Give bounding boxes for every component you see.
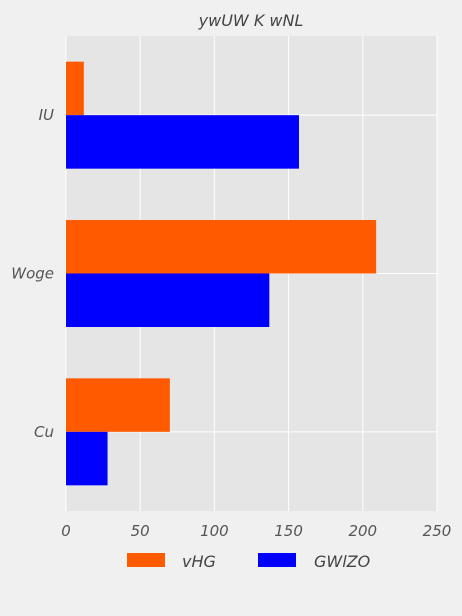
x-tick-label: 250 (423, 522, 452, 540)
y-tick-label: Cu (34, 423, 54, 441)
x-tick-label: 150 (274, 522, 303, 540)
y-tick-labels: IU Woge Cu (11, 106, 54, 441)
bar-GWlZO-Woge (66, 273, 270, 327)
x-tick-label: 0 (61, 522, 71, 540)
bar-GWlZO-Cu (66, 431, 108, 486)
bar-vHG-IU (66, 61, 84, 116)
legend-label-vHG: vHG (182, 552, 216, 571)
legend-swatch-GWlZO (258, 553, 296, 567)
bar-vHG-Cu (66, 378, 170, 432)
bar-GWlZO-IU (66, 115, 299, 169)
x-tick-label: 200 (348, 522, 377, 540)
legend: vHG GWlZO (127, 552, 370, 571)
bar-vHG-Woge (66, 220, 377, 274)
y-tick-label: Woge (11, 265, 54, 283)
bars-group (66, 61, 377, 486)
x-tick-label: 50 (131, 522, 150, 540)
legend-label-GWlZO: GWlZO (314, 552, 370, 571)
chart-title: ywUW K wNL (198, 11, 304, 30)
x-tick-label: 100 (200, 522, 229, 540)
x-tick-labels: 0 50 100 150 200 250 (61, 522, 451, 540)
legend-swatch-vHG (127, 553, 165, 567)
y-tick-label: IU (39, 106, 54, 124)
